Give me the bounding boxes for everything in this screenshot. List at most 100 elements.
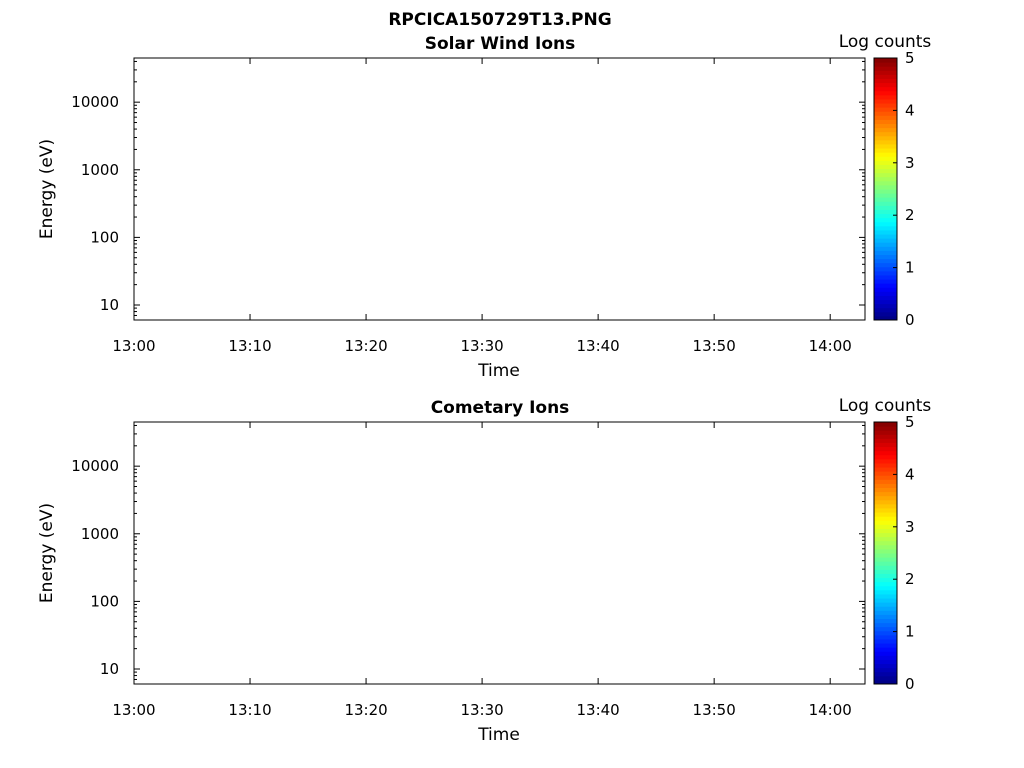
colorbar-segment — [874, 602, 897, 607]
colorbar-segment — [874, 593, 897, 599]
colorbar-segment — [874, 295, 897, 301]
colorbar-tick-label: 5 — [905, 49, 915, 67]
colorbar-segment — [874, 217, 897, 223]
axis-ticks-cometary: 13:00 13:10 13:20 13:30 13:40 13:50 14:00 10 100… — [71, 422, 865, 719]
colorbar-segment — [874, 238, 897, 243]
colorbar-tick-label: 0 — [905, 311, 915, 329]
colorbar-segment — [874, 103, 897, 108]
colorbar-segment — [874, 495, 897, 501]
colorbar-segment — [874, 561, 897, 566]
colorbar-segment — [874, 205, 897, 210]
y-tick-label: 10000 — [71, 93, 119, 111]
colorbar-segment — [874, 422, 897, 427]
colorbar-segment — [874, 168, 897, 174]
x-tick-label: 13:20 — [344, 701, 387, 719]
colorbar-segment — [874, 553, 897, 558]
colorbar-segment — [874, 62, 897, 67]
x-tick-label: 13:10 — [228, 337, 271, 355]
colorbar-label-solar-wind: Log counts — [839, 32, 932, 52]
figure-title: RPCICA150729T13.PNG — [388, 10, 611, 30]
colorbar-segment — [874, 651, 897, 656]
colorbar-segment — [874, 111, 897, 116]
colorbar-tick-label: 3 — [905, 518, 915, 536]
colorbar-segment — [874, 569, 897, 574]
colorbar-segment — [874, 127, 897, 133]
colorbar-segment — [874, 479, 897, 484]
colorbar-segment — [874, 209, 897, 215]
x-tick-label: 13:40 — [577, 337, 620, 355]
colorbar-segment — [874, 581, 897, 587]
y-tick-label: 100 — [90, 592, 119, 610]
colorbar-segment — [874, 610, 897, 615]
colorbar-segment — [874, 634, 897, 640]
colorbar-segment — [874, 663, 897, 669]
colorbar-segment — [874, 119, 897, 124]
colorbar-segment — [874, 287, 897, 292]
colorbar-segment — [874, 262, 897, 268]
colorbar-segment — [874, 291, 897, 296]
colorbar-frame — [873, 57, 898, 321]
colorbar-label-cometary: Log counts — [839, 396, 932, 416]
colorbar-segment — [874, 675, 897, 681]
colorbar-segment — [874, 98, 897, 104]
colorbar-segment — [874, 565, 897, 570]
colorbar-segment — [874, 270, 897, 276]
colorbar-segment — [874, 107, 897, 112]
plot-frame-cometary — [133, 421, 866, 685]
colorbar-segment — [874, 225, 897, 231]
x-tick-label: 14:00 — [809, 701, 852, 719]
colorbar-segment — [874, 139, 897, 145]
colorbar-segment — [874, 152, 897, 157]
colorbar-segment — [874, 667, 897, 673]
x-tick-label: 13:30 — [460, 701, 503, 719]
y-tick-label: 1000 — [81, 161, 119, 179]
colorbar-segment — [874, 614, 897, 619]
colorbar-segment — [874, 180, 897, 186]
x-tick-label: 13:00 — [112, 701, 155, 719]
colorbar-segment — [874, 487, 897, 493]
colorbar-segment — [874, 197, 897, 202]
colorbar-segment — [874, 311, 897, 317]
colorbar-segment — [874, 156, 897, 161]
colorbar-segment — [874, 540, 897, 546]
colorbar-segment — [874, 430, 897, 435]
y-tick-label: 10 — [100, 296, 119, 314]
colorbar-segment — [874, 622, 897, 628]
colorbar-tick-label: 4 — [905, 465, 915, 483]
x-tick-label: 13:20 — [344, 337, 387, 355]
y-tick-label: 10 — [100, 660, 119, 678]
colorbar-segment — [874, 638, 897, 644]
x-tick-label: 14:00 — [809, 337, 852, 355]
colorbar-segment — [874, 172, 897, 178]
colorbar-segment — [874, 148, 897, 153]
colorbar-segment — [874, 426, 897, 431]
x-tick-label: 13:50 — [693, 337, 736, 355]
x-tick-label: 13:00 — [112, 337, 155, 355]
colorbar-cometary: 0 1 2 3 4 5 — [873, 413, 915, 693]
colorbar-solar-wind: 0 1 2 3 4 5 — [873, 49, 915, 329]
colorbar-tick-label: 2 — [905, 570, 915, 588]
colorbar-segment — [874, 258, 897, 264]
colorbar-segment — [874, 475, 897, 480]
colorbar-segment — [874, 458, 897, 464]
colorbar-segment — [874, 283, 897, 288]
colorbar-segment — [874, 234, 897, 239]
colorbar-segment — [874, 131, 897, 137]
colorbar-segment — [874, 557, 897, 562]
colorbar-segment — [874, 70, 897, 75]
colorbar-segment — [874, 160, 897, 165]
xlabel-cometary: Time — [477, 725, 520, 745]
colorbar-segment — [874, 229, 897, 235]
colorbar-segment — [874, 86, 897, 92]
colorbar-segment — [874, 520, 897, 525]
colorbar-frame — [873, 421, 898, 685]
panel-solar-wind-ions: Solar Wind Ions Log counts Time Energy (… — [37, 32, 932, 381]
colorbar-tick-label: 1 — [905, 259, 915, 277]
colorbar-segment — [874, 184, 897, 190]
colorbar-segment — [874, 618, 897, 624]
colorbar-segment — [874, 307, 897, 313]
colorbar-segment — [874, 143, 897, 149]
colorbar-segment — [874, 454, 897, 460]
plot-frame-solar-wind — [133, 57, 866, 321]
colorbar-segment — [874, 532, 897, 538]
